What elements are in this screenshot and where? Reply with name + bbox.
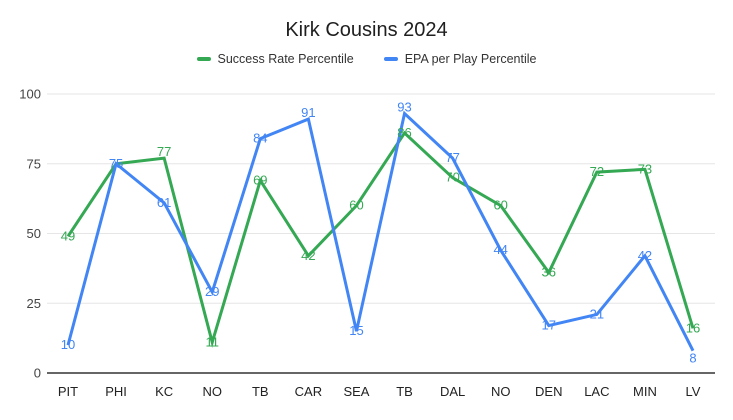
point-label: 11 [205,334,219,349]
point-label: 75 [109,156,123,171]
point-label: 86 [397,125,411,140]
point-label: 44 [493,242,507,257]
x-tick-label: CAR [295,384,322,399]
line-swatch-icon [196,57,211,61]
point-label: 60 [493,198,507,213]
point-label: 61 [157,195,171,210]
x-tick-label: KC [155,384,173,399]
series-line-epa-per-play-percentile [66,110,695,352]
point-label: 77 [157,144,171,159]
point-label: 42 [638,248,652,263]
chart-title: Kirk Cousins 2024 [285,19,448,41]
point-label: 36 [542,265,556,280]
point-label: 60 [349,198,363,213]
legend-label: Success Rate Percentile [217,52,354,66]
point-label: 93 [397,100,411,115]
point-label: 84 [253,131,267,146]
point-label: 21 [590,306,604,321]
point-label: 91 [301,105,315,120]
x-tick-label: MIN [633,384,657,399]
legend: Success Rate Percentile EPA per Play Per… [0,51,733,67]
y-tick-label: 100 [19,87,41,102]
point-label: 70 [445,170,459,185]
point-label: 17 [542,318,556,333]
x-tick-label: PIT [58,384,78,399]
point-label: 16 [686,320,700,335]
x-tick-label: DEN [535,384,562,399]
x-tick-label: NO [202,384,222,399]
series-line-success-rate-percentile [66,130,695,348]
legend-label: EPA per Play Percentile [404,52,537,66]
x-tick-label: NO [491,384,511,399]
x-tick-label: TB [252,384,269,399]
point-label: 15 [349,323,363,338]
point-label: 73 [638,161,652,176]
point-label: 72 [590,164,604,179]
point-label: 77 [445,150,459,165]
x-tick-label: TB [396,384,413,399]
x-tick-label: LV [686,384,701,399]
legend-item-epa-per-play-percentile[interactable]: EPA per Play Percentile [383,52,537,66]
point-label: 49 [61,228,75,243]
point-label: 69 [253,172,267,187]
x-tick-label: LAC [584,384,609,399]
y-tick-label: 0 [34,366,41,381]
x-tick-label: DAL [440,384,465,399]
line-swatch-icon [383,57,398,61]
y-tick-label: 25 [27,296,41,311]
legend-item-success-rate-percentile[interactable]: Success Rate Percentile [196,52,354,66]
y-tick-label: 75 [27,156,41,171]
x-tick-label: PHI [105,384,127,399]
point-label: 42 [301,248,315,263]
y-tick-label: 50 [27,226,41,241]
point-label: 8 [689,351,696,366]
x-tick-label: SEA [343,384,369,399]
point-label: 29 [205,284,219,299]
point-label: 10 [61,337,75,352]
